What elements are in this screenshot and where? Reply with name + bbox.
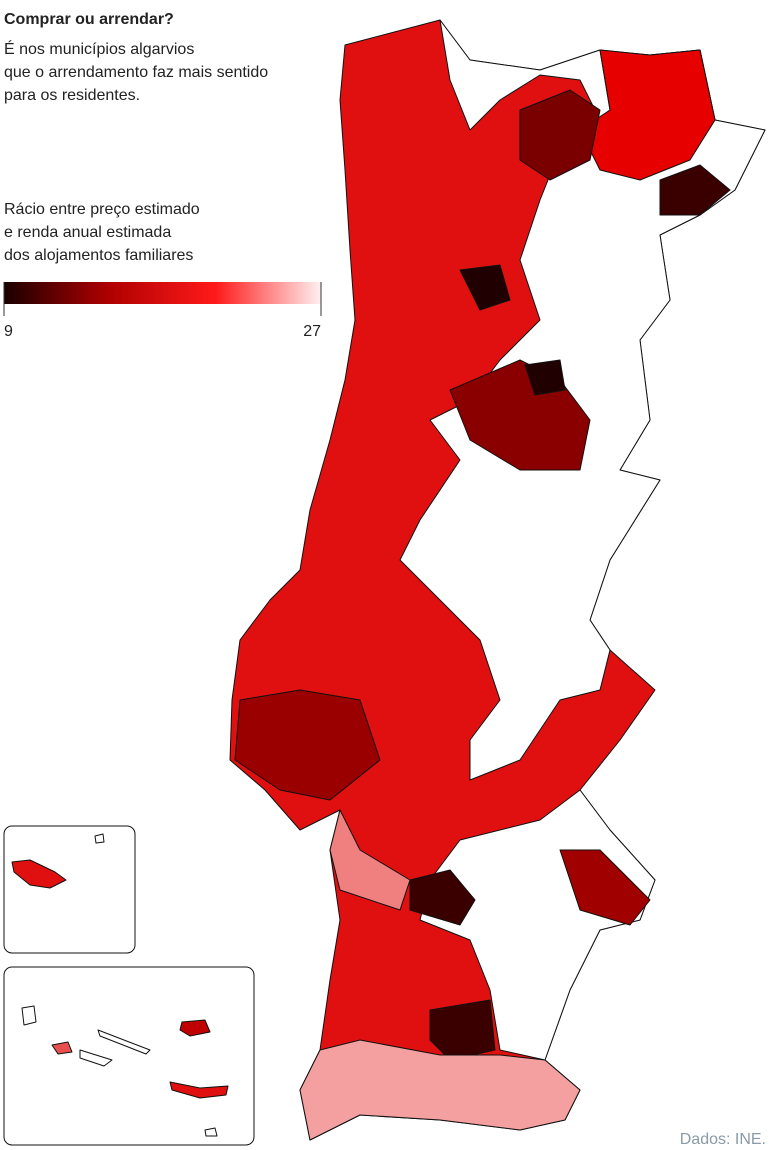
dark-spot-2 <box>524 359 566 396</box>
santa-maria <box>204 1127 218 1137</box>
inset-frame <box>3 966 255 1146</box>
legend-title-line: Rácio entre preço estimado <box>4 201 200 218</box>
dark-spot <box>459 264 511 311</box>
subtitle: É nos municípios algarvios que o arrendam… <box>4 39 268 104</box>
lisbon-dark <box>234 689 381 801</box>
madeira-inset <box>3 825 136 954</box>
subtitle-line: que o arrendamento faz mais sentido <box>4 64 268 81</box>
madeira <box>11 859 67 889</box>
title: Comprar ou arrendar? <box>4 11 174 28</box>
source: Dados: INE. <box>680 1131 766 1148</box>
sao-miguel <box>169 1081 229 1099</box>
dark-bragança <box>659 164 731 216</box>
legend-tick-label: 9 <box>4 323 13 340</box>
alentejo-pink <box>329 809 411 911</box>
subtitle-line: É nos municípios algarvios <box>4 39 194 58</box>
algarve <box>299 1039 581 1141</box>
flores <box>21 1005 37 1026</box>
legend-tick-label: 27 <box>303 323 321 340</box>
faial <box>51 1041 73 1055</box>
legend-title-line: e renda anual estimada <box>4 224 171 241</box>
alentejo-black <box>409 869 476 926</box>
dark-douro <box>519 89 601 181</box>
terceira <box>179 1019 211 1037</box>
azores-inset <box>3 966 255 1146</box>
legend: Rácio entre preço estimado e renda anual … <box>3 201 322 340</box>
pico <box>97 1029 151 1055</box>
color-ramp <box>4 282 321 304</box>
inset-frame <box>3 825 136 954</box>
alentejo-dark <box>559 849 651 926</box>
legend-title-line: dos alojamentos familiares <box>4 247 193 264</box>
sao-jorge <box>79 1049 113 1067</box>
subtitle-line: para os residentes. <box>4 87 140 104</box>
mainland-map <box>229 19 766 1141</box>
porto-santo <box>94 833 105 844</box>
